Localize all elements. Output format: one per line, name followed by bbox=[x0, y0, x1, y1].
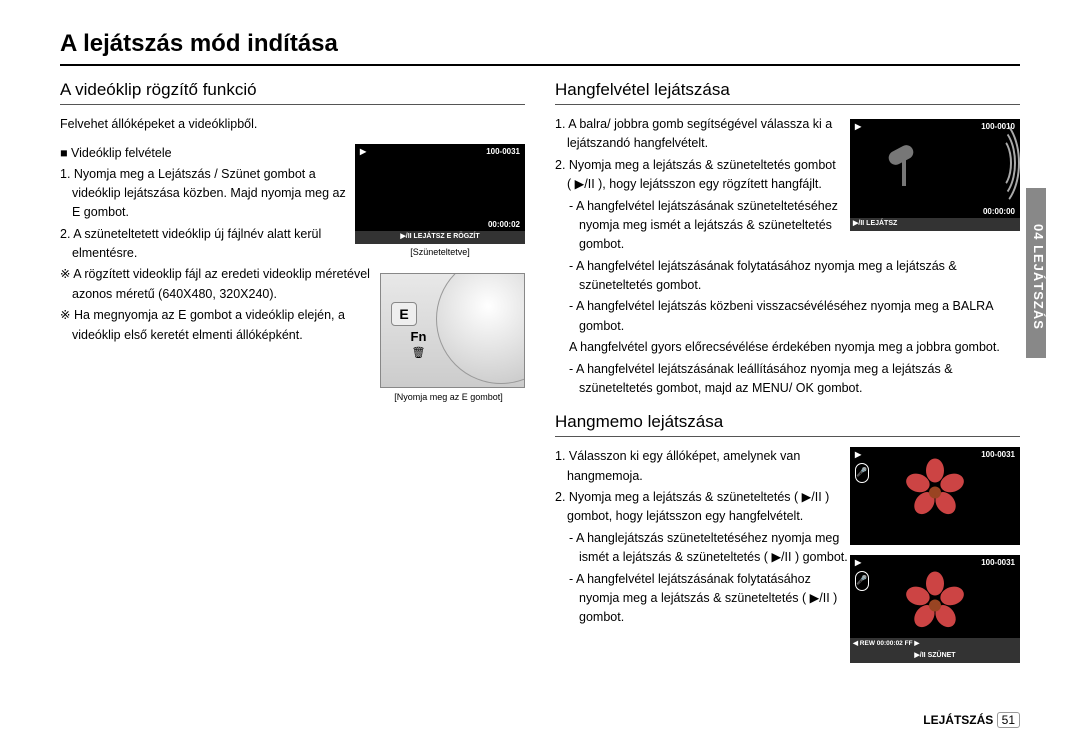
fn-label: Fn bbox=[391, 329, 446, 344]
voice-memo-icon: 🎤 bbox=[855, 463, 869, 483]
e-button-illustration: E Fn 🗑 bbox=[380, 273, 525, 388]
left-column: A videóklip rögzítő funkció Felvehet áll… bbox=[60, 80, 525, 663]
play-mode-icon: ▶ bbox=[360, 147, 366, 156]
voice-memo-icon: 🎤 bbox=[855, 571, 869, 591]
r1-sub-3: - A hangfelvétel lejátszás közbeni vissz… bbox=[567, 297, 1020, 336]
right-block-1: ▶ 100-0010 00:00:00 ▶/II LEJÁTSZ 1. A ba… bbox=[555, 115, 1020, 257]
page-title: A lejátszás mód indítása bbox=[60, 30, 1020, 66]
osd-bar-2: ▶/II SZÜNET bbox=[850, 650, 1020, 663]
lcd3: ▶ 100-0031 🎤 bbox=[850, 447, 1020, 545]
microphone-icon bbox=[880, 144, 935, 189]
left-block-1: ▶ 100-0031 00:00:02 ▶/II LEJÁTSZ E RÖGZÍ… bbox=[60, 144, 525, 266]
page-number: 51 bbox=[997, 712, 1020, 728]
play-mode-icon: ▶ bbox=[855, 558, 861, 567]
e-button-figure: E Fn 🗑 [Nyomja meg az E gombot] bbox=[372, 265, 525, 402]
file-number: 100-0031 bbox=[981, 450, 1015, 459]
play-mode-icon: ▶ bbox=[855, 450, 861, 459]
osd-bar: ▶/II LEJÁTSZ bbox=[850, 218, 1020, 231]
timer: 00:00:00 bbox=[983, 207, 1015, 216]
e-key: E bbox=[391, 302, 417, 326]
timer: 00:00:02 bbox=[488, 220, 520, 229]
r1-sub-5: - A hangfelvétel lejátszásának leállítás… bbox=[567, 360, 1020, 399]
right-block-2: ▶ 100-0031 🎤 ▶ 100-0031 🎤 bbox=[555, 447, 1020, 663]
left-intro: Felvehet állóképeket a videóklipből. bbox=[60, 115, 525, 134]
lcd-screenshot-2: ▶ 100-0010 00:00:00 ▶/II LEJÁTSZ bbox=[850, 119, 1020, 231]
columns: A videóklip rögzítő funkció Felvehet áll… bbox=[60, 80, 1020, 663]
page-footer: LEJÁTSZÁS 51 bbox=[923, 712, 1020, 728]
right-subs-cont: - A hangfelvétel lejátszásának folytatás… bbox=[555, 257, 1020, 399]
lcd-stack: ▶ 100-0031 🎤 ▶ 100-0031 🎤 bbox=[850, 447, 1020, 663]
r1-sub-2: - A hangfelvétel lejátszásának folytatás… bbox=[567, 257, 1020, 296]
lcd2: ▶ 100-0010 00:00:00 ▶/II LEJÁTSZ bbox=[850, 119, 1020, 231]
lcd-screenshot-1: ▶ 100-0031 00:00:02 ▶/II LEJÁTSZ E RÖGZÍ… bbox=[355, 144, 525, 257]
section-tab: 04 LEJÁTSZÁS bbox=[1026, 188, 1046, 358]
right-heading-2: Hangmemo lejátszása bbox=[555, 412, 1020, 437]
lcd1: ▶ 100-0031 00:00:02 ▶/II LEJÁTSZ E RÖGZÍ… bbox=[355, 144, 525, 244]
right-heading-1: Hangfelvétel lejátszása bbox=[555, 80, 1020, 105]
dial-circle bbox=[436, 273, 525, 384]
manual-page: A lejátszás mód indítása A videóklip rög… bbox=[0, 0, 1080, 673]
file-number: 100-0031 bbox=[486, 147, 520, 156]
footer-label: LEJÁTSZÁS bbox=[923, 713, 993, 727]
right-column: Hangfelvétel lejátszása ▶ 100-0010 00:00… bbox=[555, 80, 1020, 663]
file-number: 100-0031 bbox=[981, 558, 1015, 567]
osd-bar: ▶/II LEJÁTSZ E RÖGZÍT bbox=[355, 231, 525, 244]
left-heading: A videóklip rögzítő funkció bbox=[60, 80, 525, 105]
r1-sub-4: A hangfelvétel gyors előrecsévélése érde… bbox=[567, 338, 1020, 357]
flower-photo bbox=[910, 469, 960, 519]
play-mode-icon: ▶ bbox=[855, 122, 861, 131]
left-block-2: E Fn 🗑 [Nyomja meg az E gombot] ※ A rögz… bbox=[60, 265, 525, 402]
e-key-stack: E Fn 🗑 bbox=[391, 302, 446, 358]
lcd4: ▶ 100-0031 🎤 ◀ REW 00:00:02 FF ▶ ▶/II SZ… bbox=[850, 555, 1020, 663]
lcd1-caption: [Szüneteltetve] bbox=[355, 247, 525, 257]
flower-photo bbox=[910, 582, 960, 632]
trash-icon: 🗑 bbox=[391, 346, 446, 359]
